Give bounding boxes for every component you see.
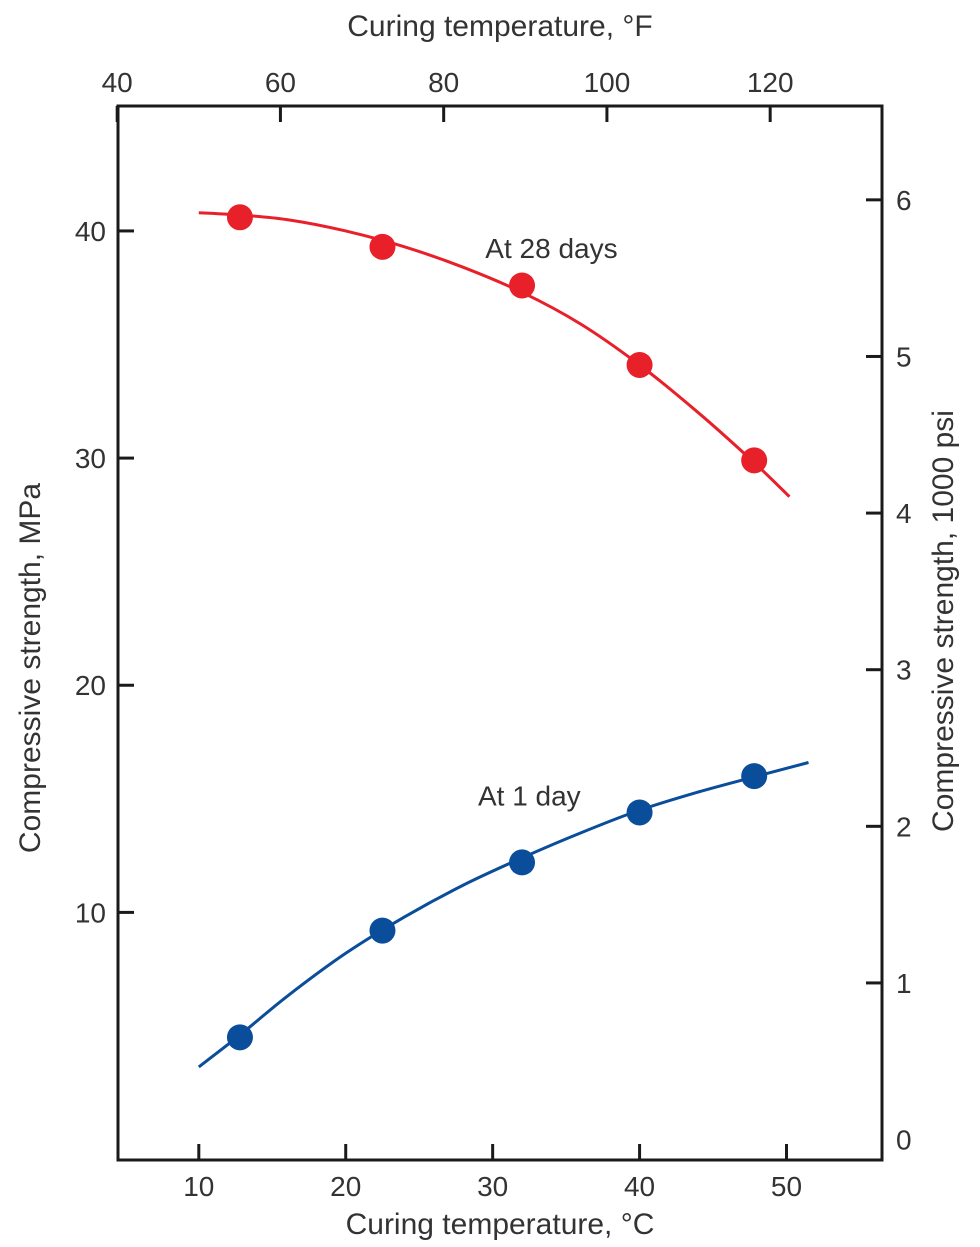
x-bottom-tick-label: 40 [624,1171,655,1202]
plot-area-frame [116,104,884,1162]
plot-frame-group [116,104,884,1162]
axis-ticks-group [115,106,882,1160]
y-right-tick-label: 3 [896,655,912,686]
series-curves-group [197,211,809,1069]
x-top-axis-title: Curing temperature, °F [347,10,652,43]
y-left-tick-label: 20 [75,670,106,701]
data-point-at-28-days [369,233,396,260]
x-top-tick-label: 80 [428,67,459,98]
y-right-tick-label: 1 [896,968,912,999]
x-top-tick-label: 60 [265,67,296,98]
data-point-at-1-day [741,763,768,790]
series-curve-at-1-day [197,761,809,1069]
x-top-tick-label: 40 [102,67,133,98]
data-point-at-1-day [626,799,653,826]
data-point-at-28-days [741,447,768,474]
y-right-tick-label: 0 [896,1125,912,1156]
x-bottom-axis-title: Curing temperature, °C [346,1208,655,1241]
x-top-tick-label: 120 [747,67,794,98]
y-left-tick-label: 30 [75,443,106,474]
x-bottom-tick-label: 20 [330,1171,361,1202]
x-bottom-tick-label: 50 [771,1171,802,1202]
y-right-tick-label: 2 [896,811,912,842]
data-point-at-1-day [509,849,536,876]
data-point-at-28-days [626,351,653,378]
x-bottom-tick-label: 30 [477,1171,508,1202]
data-point-at-28-days [226,204,253,231]
series-curve-at-28-days [198,211,791,498]
y-right-axis-title: Compressive strength, 1000 psi [927,410,960,832]
y-right-tick-label: 4 [896,498,912,529]
data-point-at-1-day [369,917,396,944]
data-point-at-1-day [226,1024,253,1051]
annotation-at-1-day: At 1 day [478,781,581,812]
y-right-tick-label: 6 [896,185,912,216]
x-bottom-tick-label: 10 [183,1171,214,1202]
y-right-tick-label: 5 [896,341,912,372]
annotation-at-28-days: At 28 days [485,233,617,264]
text-labels-group: 10 20 30 40 50 40 60 80 100 120 10 20 30 40 0 1 2 3 4 5 6 Cur… [14,10,960,1241]
y-left-axis-title: Compressive strength, MPa [14,483,47,853]
y-left-tick-label: 40 [75,216,106,247]
y-left-tick-label: 10 [75,897,106,928]
x-top-tick-label: 100 [584,67,631,98]
series-points-group [226,204,768,1051]
data-point-at-28-days [509,272,536,299]
